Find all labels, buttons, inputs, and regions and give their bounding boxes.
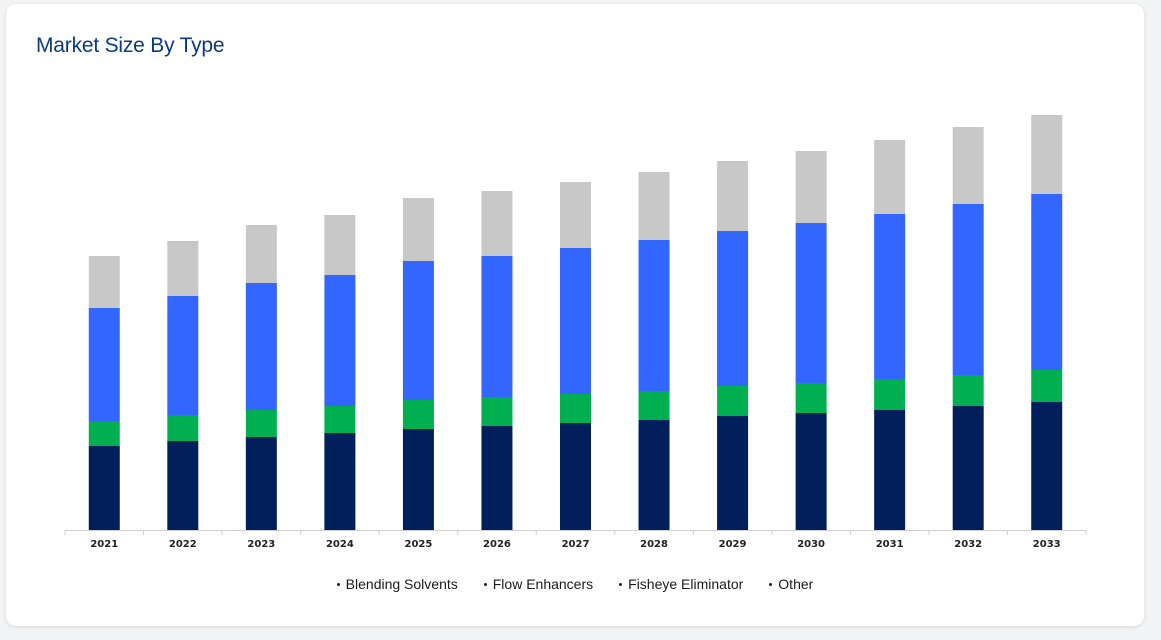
bar-segment-fisheye-eliminator-2022	[167, 296, 199, 415]
bar-segment-blending-solvents-2028	[638, 420, 670, 530]
legend-label: Other	[778, 576, 814, 592]
bar-segment-fisheye-eliminator-2026	[481, 256, 513, 397]
chart-title: Market Size By Type	[36, 34, 225, 57]
bar-segment-flow-enhancers-2032	[952, 375, 984, 406]
bar-segment-fisheye-eliminator-2033	[1031, 194, 1063, 370]
bar-segment-flow-enhancers-2023	[245, 410, 277, 437]
bar-segment-other-2031	[874, 140, 906, 214]
x-tick-label: 2033	[1033, 539, 1061, 550]
bar-segment-blending-solvents-2026	[481, 426, 513, 530]
bar-segment-other-2021	[88, 256, 120, 308]
bar-segment-blending-solvents-2030	[795, 413, 827, 530]
bar-segment-other-2030	[795, 151, 827, 223]
legend-bullet-icon	[336, 582, 340, 586]
bar-segment-blending-solvents-2033	[1031, 402, 1063, 530]
x-tick-label: 2030	[797, 539, 825, 550]
x-tick-label: 2031	[876, 539, 904, 550]
bar-segment-fisheye-eliminator-2027	[560, 248, 591, 394]
x-tick-label: 2025	[405, 539, 433, 550]
bar-segment-blending-solvents-2025	[402, 429, 434, 530]
bar-segment-blending-solvents-2023	[245, 437, 277, 530]
bar-segment-blending-solvents-2027	[560, 423, 591, 530]
bar-segment-fisheye-eliminator-2025	[402, 261, 434, 400]
bar-segment-other-2026	[481, 191, 513, 256]
bar-segment-other-2027	[560, 182, 591, 248]
x-tick-label: 2021	[90, 539, 118, 550]
chart-card: Market Size By Type 2021 2022 2023 2024 2025…	[6, 4, 1144, 626]
bar-segment-other-2024	[324, 215, 356, 275]
bar-segment-fisheye-eliminator-2032	[952, 204, 984, 375]
chart-legend: Blending Solvents Flow Enhancers Fisheye E…	[6, 576, 1144, 592]
bar-segment-other-2028	[638, 172, 670, 240]
bar-segment-flow-enhancers-2030	[795, 383, 827, 413]
bar-segment-flow-enhancers-2026	[481, 397, 513, 426]
bar-segment-flow-enhancers-2029	[717, 386, 749, 416]
x-tick-label: 2028	[640, 539, 668, 550]
x-tick-label: 2032	[954, 539, 982, 550]
bar-segment-fisheye-eliminator-2028	[638, 240, 670, 391]
bar-segment-fisheye-eliminator-2031	[874, 214, 906, 379]
bar-segment-flow-enhancers-2025	[402, 400, 434, 429]
legend-item-flow-enhancers[interactable]: Flow Enhancers	[483, 576, 594, 592]
bar-segment-other-2022	[167, 241, 199, 296]
bar-segment-other-2023	[245, 225, 277, 283]
x-tick-label: 2027	[562, 539, 590, 550]
bar-segment-blending-solvents-2029	[717, 416, 749, 530]
bar-segment-blending-solvents-2031	[874, 410, 906, 530]
bar-segment-flow-enhancers-2031	[874, 379, 906, 410]
bar-segment-flow-enhancers-2033	[1031, 370, 1063, 402]
bar-segment-fisheye-eliminator-2030	[795, 223, 827, 383]
bar-segment-other-2025	[402, 198, 434, 261]
legend-item-fisheye-eliminator[interactable]: Fisheye Eliminator	[619, 576, 743, 592]
legend-item-blending-solvents[interactable]: Blending Solvents	[336, 576, 458, 592]
bar-segment-flow-enhancers-2022	[167, 415, 199, 441]
legend-bullet-icon	[619, 582, 623, 586]
bar-segment-fisheye-eliminator-2023	[245, 283, 277, 410]
x-tick-label: 2022	[169, 539, 197, 550]
x-tick-label: 2026	[483, 539, 511, 550]
bar-segment-flow-enhancers-2027	[560, 394, 591, 423]
legend-label: Flow Enhancers	[492, 576, 594, 592]
bar-segment-other-2033	[1031, 115, 1063, 194]
bar-segment-fisheye-eliminator-2021	[88, 308, 120, 421]
bar-segment-flow-enhancers-2028	[638, 391, 670, 420]
bar-segment-other-2032	[952, 127, 984, 204]
bar-segment-flow-enhancers-2024	[324, 406, 356, 433]
x-tick-label: 2023	[247, 539, 275, 550]
bar-segment-flow-enhancers-2021	[88, 421, 120, 446]
bar-segment-blending-solvents-2021	[88, 446, 120, 530]
legend-item-other[interactable]: Other	[769, 576, 813, 592]
bar-segment-other-2029	[717, 161, 749, 231]
bar-segment-blending-solvents-2032	[952, 406, 984, 530]
legend-bullet-icon	[483, 582, 487, 586]
legend-bullet-icon	[769, 582, 773, 586]
x-tick-label: 2029	[719, 539, 747, 550]
bar-segment-fisheye-eliminator-2029	[717, 231, 749, 386]
bar-segment-fisheye-eliminator-2024	[324, 275, 356, 406]
legend-label: Blending Solvents	[345, 576, 458, 592]
legend-label: Fisheye Eliminator	[628, 576, 744, 592]
stacked-bar-chart: 2021 2022 2023 2024 2025 2026 2027 2028 2029 2030…	[64, 115, 1087, 550]
bar-segment-blending-solvents-2024	[324, 433, 356, 530]
bar-segment-blending-solvents-2022	[167, 441, 199, 530]
x-tick-label: 2024	[326, 539, 354, 550]
